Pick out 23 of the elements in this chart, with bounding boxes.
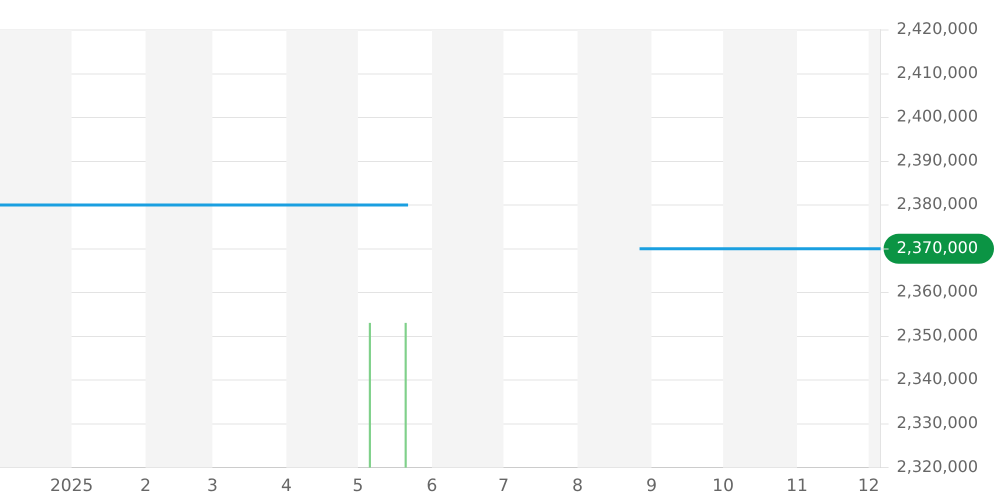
x-tick-label: 5 [352, 476, 364, 496]
y-tick-label: 2,360,000 [896, 282, 978, 301]
y-tick-label: 2,330,000 [896, 412, 978, 432]
y-tick-label: 2,320,000 [896, 456, 978, 476]
y-tick-label: 2,340,000 [896, 369, 978, 388]
y-tick-label: 2,420,000 [896, 19, 978, 38]
x-tick-label: 8 [572, 476, 583, 496]
y-tick-label: 2,370,000 [896, 238, 978, 257]
y-tick-label: 2,400,000 [896, 106, 978, 126]
y-tick-label: 2,380,000 [896, 194, 978, 214]
y-tick-label: 2,390,000 [896, 150, 978, 170]
x-tick-label: 7 [498, 476, 509, 496]
y-tick-label: 2,410,000 [896, 62, 978, 82]
x-tick-label: 2025 [50, 476, 94, 496]
x-tick-label: 3 [206, 476, 218, 496]
x-tick-label: 4 [280, 476, 292, 496]
y-tick-label: 2,350,000 [896, 325, 978, 344]
x-tick-label: 6 [426, 476, 438, 496]
x-tick-label: 2 [140, 476, 151, 496]
x-tick-label: 12 [858, 476, 880, 496]
x-tick-label: 10 [712, 476, 734, 496]
x-tick-label: 11 [786, 476, 808, 496]
x-tick-label: 9 [646, 476, 657, 496]
